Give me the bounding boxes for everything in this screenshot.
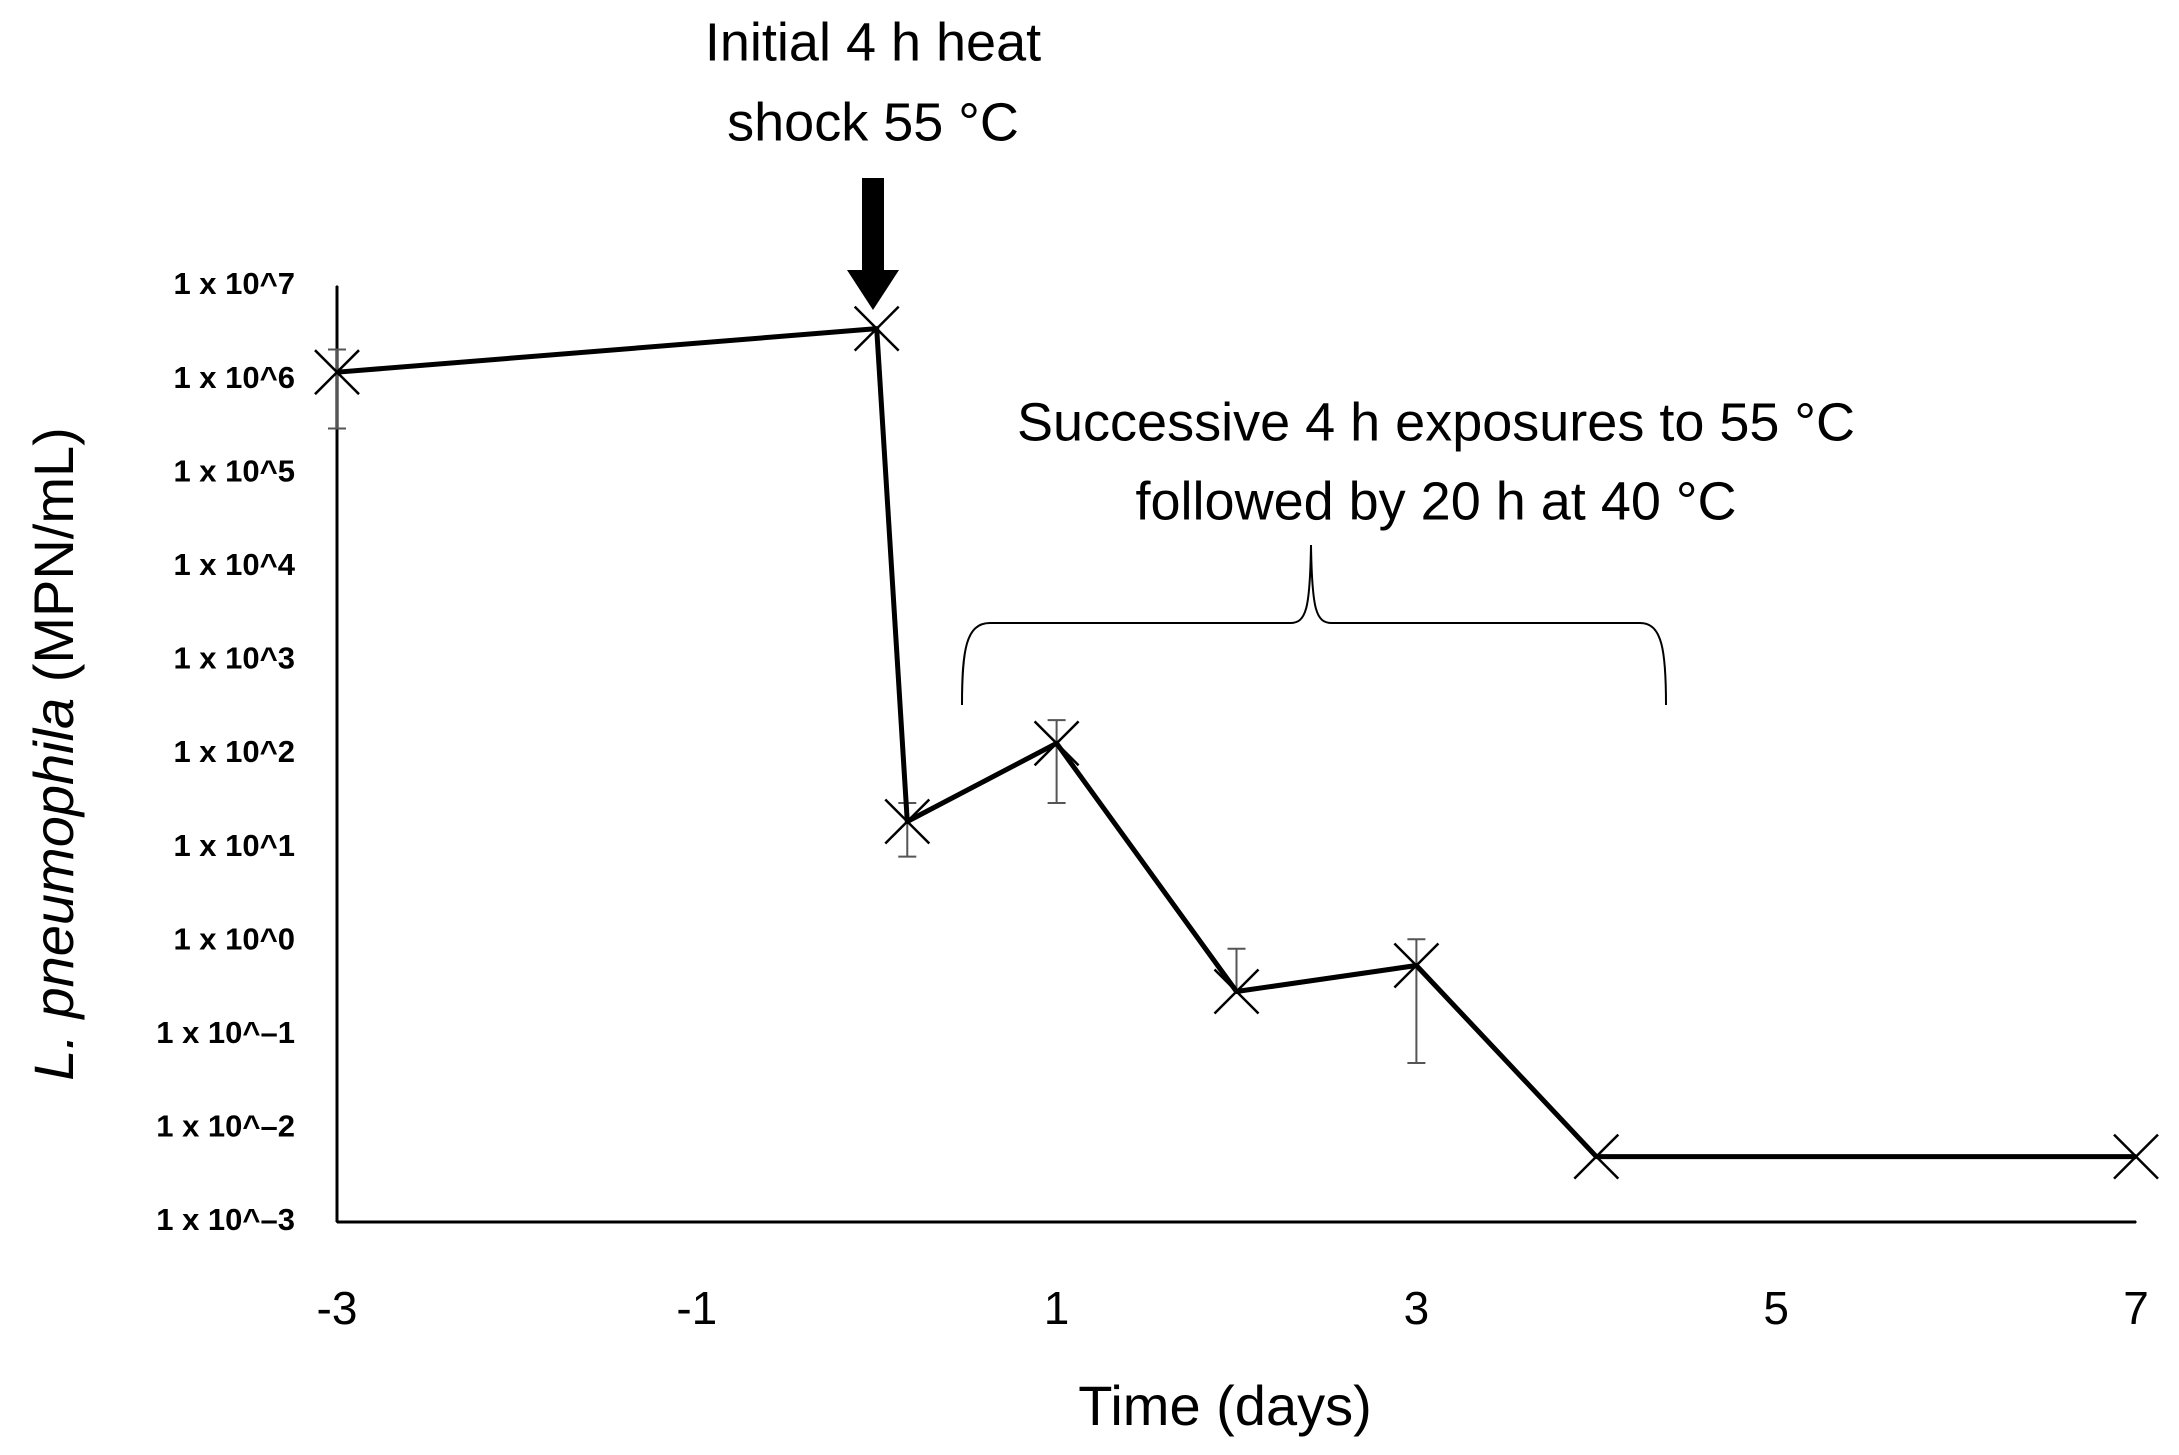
x-tick-label: -3 (317, 1282, 358, 1334)
marker (1033, 720, 1080, 767)
line (336, 326, 2136, 1160)
x-tick-label: 5 (1763, 1282, 1789, 1334)
marker (1393, 942, 1440, 989)
x-tick-label: 3 (1404, 1282, 1430, 1334)
marker (853, 305, 900, 352)
y-tick-label: 1 x 10^7 (173, 266, 295, 301)
annotation: shock 55 °C (727, 92, 1019, 152)
y-tick-label: 1 x 10^6 (173, 360, 295, 395)
y-tick-label: 1 x 10^5 (173, 453, 295, 488)
y-tick-label: 1 x 10^–3 (156, 1202, 295, 1237)
marker (884, 798, 931, 845)
y-tick-label: 1 x 10^3 (173, 641, 295, 676)
annotation: Successive 4 h exposures to 55 °C (1017, 392, 1855, 452)
brace (961, 544, 1667, 706)
marker (2113, 1133, 2159, 1180)
y-axis-title-unit: (MPN/mL) (22, 427, 85, 682)
x-tick-label: -1 (676, 1282, 717, 1334)
x-tick-label: 1 (1044, 1282, 1070, 1334)
marker (314, 349, 360, 396)
y-tick-label: 1 x 10^1 (173, 828, 295, 863)
y-tick-label: 1 x 10^–2 (156, 1109, 295, 1144)
y-axis-title-italic: L. pneumophila (22, 698, 85, 1081)
y-tick-label: 1 x 10^4 (173, 547, 295, 582)
x-axis-title: Time (days) (1078, 1374, 1372, 1437)
marker (1213, 968, 1260, 1015)
y-tick-label: 1 x 10^–1 (156, 1015, 295, 1050)
annotation: Initial 4 h heat (705, 12, 1041, 72)
x-tick-label: 7 (2123, 1282, 2149, 1334)
arrow (847, 178, 899, 310)
y-tick-label: 1 x 10^2 (173, 734, 295, 769)
y-axis-title: L. pneumophila (MPN/mL) (22, 427, 85, 1081)
annotation: followed by 20 h at 40 °C (1136, 471, 1737, 531)
y-tick-label: 1 x 10^0 (173, 921, 295, 956)
marker (1573, 1133, 1620, 1180)
